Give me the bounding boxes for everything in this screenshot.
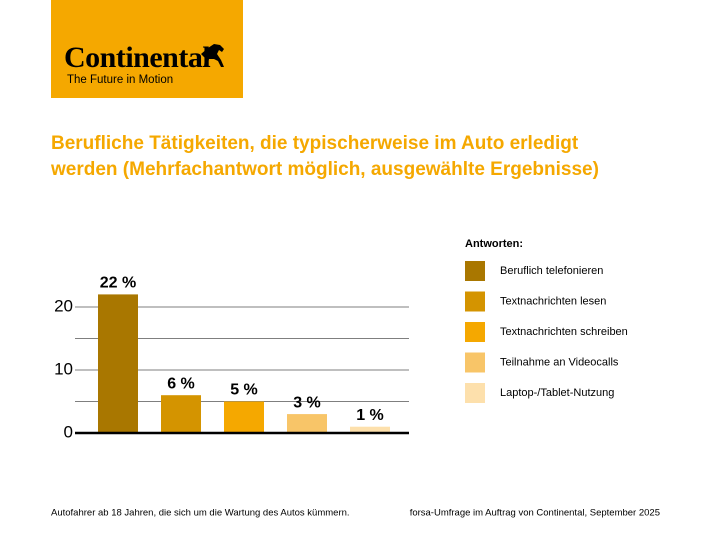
legend-label: Teilnahme an Videocalls [500,356,619,368]
value-label: 3 % [293,394,321,411]
bar [350,426,390,433]
legend-label: Textnachrichten lesen [500,295,606,307]
note: Autofahrer ab 18 Jahren, die sich um die… [51,508,350,519]
value-label: 1 % [356,407,384,424]
bar [287,414,327,433]
bar [224,401,264,433]
value-label: 6 % [167,375,195,392]
y-tick-label: 20 [54,296,73,315]
logo-brand: Continental [64,41,210,74]
legend-title: Antworten: [465,238,523,250]
logo-horse [201,44,224,67]
logo-tagline: The Future in Motion [67,74,173,86]
y-tick-label: 0 [64,422,73,441]
value-label: 22 % [100,275,136,292]
bar [98,294,138,433]
legend-label: Beruflich telefonieren [500,265,603,277]
bar [161,395,201,433]
legend-swatch [465,322,485,342]
value-label: 5 % [230,382,258,399]
legend-swatch [465,383,485,403]
y-tick-label: 10 [54,359,73,378]
chart-title: Berufliche Tätigkeiten, die typischerwei… [51,133,599,180]
legend-label: Textnachrichten schreiben [500,326,628,338]
legend-swatch [465,291,485,312]
legend-swatch [465,261,485,281]
legend-label: Laptop-/Tablet-Nutzung [500,387,614,399]
legend-swatch [465,352,485,373]
source: forsa-Umfrage im Auftrag von Continental… [410,508,660,519]
